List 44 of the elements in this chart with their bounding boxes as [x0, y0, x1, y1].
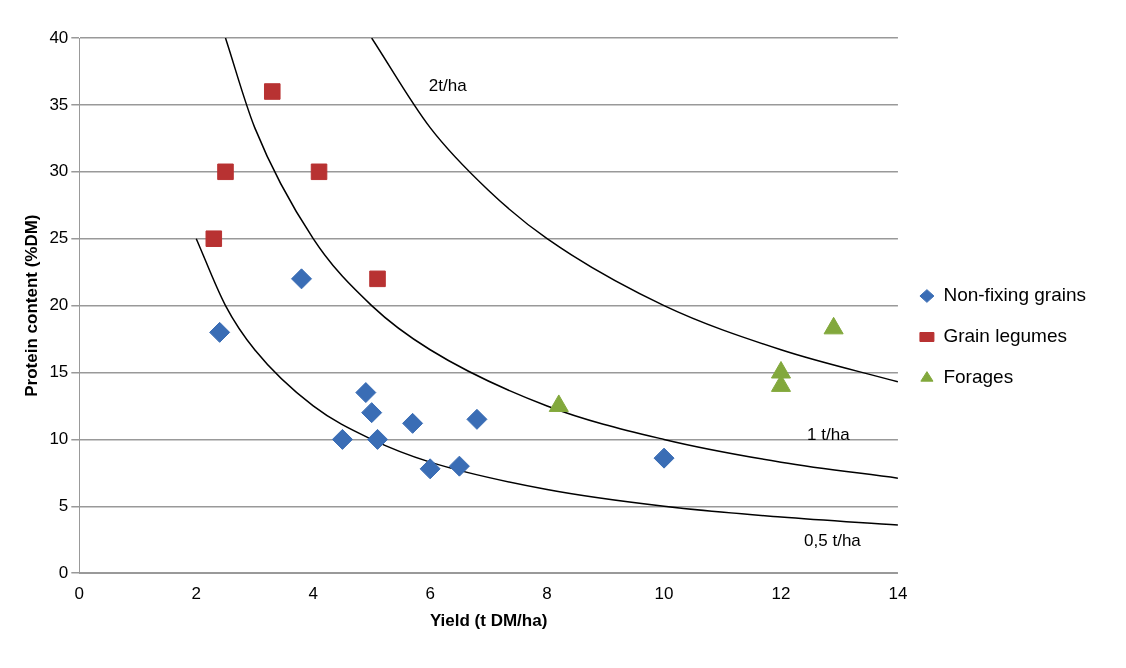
- point: [402, 412, 424, 434]
- point: [448, 455, 470, 477]
- point: [263, 83, 281, 100]
- y-axis-title: Protein content (%DM): [21, 214, 41, 397]
- point: [217, 163, 234, 181]
- x-tick-label: 14: [888, 584, 908, 604]
- point: [209, 321, 231, 343]
- series-label: 2t/ha: [428, 75, 468, 95]
- point: [355, 382, 377, 404]
- point: [653, 447, 675, 469]
- point: [367, 428, 389, 450]
- point: [291, 268, 313, 290]
- point: [205, 230, 223, 247]
- line-series: [195, 237, 898, 526]
- x-tick-label: 2: [191, 584, 201, 604]
- series-label: 0,5 t/ha: [804, 530, 862, 550]
- x-tick-label: 0: [74, 584, 85, 604]
- x-axis-title: Yield (t DM/ha): [429, 611, 548, 631]
- y-tick-label: 10: [49, 429, 69, 449]
- y-tick-label: 0: [58, 562, 69, 582]
- y-tick-label: 5: [58, 495, 69, 515]
- point: [369, 270, 386, 288]
- y-tick-label: 20: [49, 295, 69, 315]
- x-tick-label: 10: [654, 584, 674, 604]
- legend-label: Non-fixing grains: [943, 284, 1087, 306]
- point: [466, 408, 488, 430]
- point: [310, 163, 328, 181]
- legend-label: Grain legumes: [943, 325, 1067, 347]
- line-series: [224, 38, 898, 479]
- x-tick-label: 4: [308, 584, 318, 604]
- point: [419, 458, 441, 480]
- x-tick-label: 8: [542, 584, 552, 604]
- line-series: [370, 38, 898, 383]
- x-tick-label: 6: [425, 584, 435, 604]
- y-tick-label: 15: [49, 362, 69, 382]
- y-tick-label: 30: [49, 161, 69, 181]
- point: [331, 428, 353, 450]
- y-tick-label: 40: [49, 27, 69, 47]
- series-label: 1 t/ha: [807, 424, 851, 444]
- y-tick-label: 25: [49, 228, 69, 248]
- x-tick-label: 12: [771, 584, 791, 604]
- point: [361, 402, 383, 424]
- legend-label: Forages: [943, 366, 1014, 388]
- y-tick-label: 35: [49, 94, 69, 114]
